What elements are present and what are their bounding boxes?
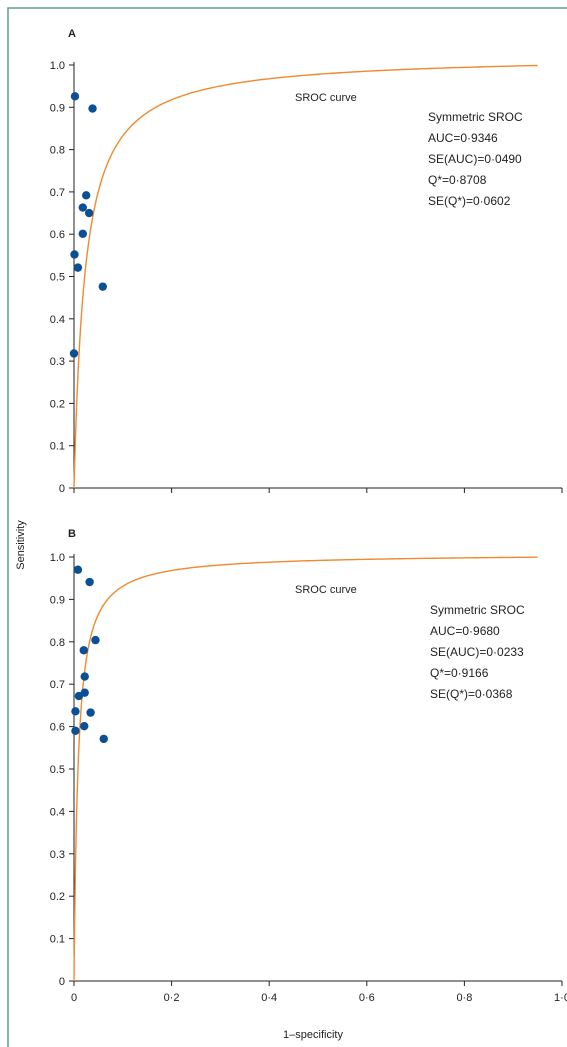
y-tick-label: 0.8	[50, 145, 65, 157]
y-tick-label: 0.2	[50, 891, 65, 903]
study-point	[80, 672, 89, 681]
study-point	[73, 263, 83, 272]
study-point	[74, 691, 84, 701]
y-tick-label: 0.9	[50, 594, 65, 606]
x-tick-label: 0·6	[359, 992, 375, 1004]
sroc-curve-label: SROC curve	[295, 584, 357, 596]
y-tick-label: 0.4	[50, 806, 65, 818]
study-point	[73, 565, 83, 574]
y-tick-label: 1.0	[50, 60, 65, 72]
x-tick-label: 1·0	[554, 992, 567, 1004]
study-point	[71, 726, 80, 736]
y-tick-label: 0	[59, 976, 65, 988]
study-point	[70, 92, 80, 101]
y-tick-label: 0.1	[50, 441, 65, 453]
stats-line: SE(Q*)=0·0368	[430, 687, 513, 701]
study-point	[82, 191, 91, 200]
panel-label: B	[68, 528, 76, 540]
study-point	[70, 250, 79, 259]
y-tick-label: 0.3	[50, 356, 65, 368]
stats-line: AUC=0·9680	[430, 624, 500, 638]
y-tick-label: 0.6	[50, 229, 65, 241]
y-tick-label: 0.6	[50, 722, 65, 734]
study-point	[85, 577, 94, 587]
y-tick-label: 0.2	[50, 398, 65, 410]
y-tick-label: 0.7	[50, 679, 65, 691]
study-point	[88, 104, 97, 113]
y-tick-label: 0.7	[50, 187, 65, 199]
y-axis-label: Sensitivity	[15, 520, 27, 570]
x-tick-label: 0·4	[261, 992, 277, 1004]
study-point	[98, 282, 107, 291]
study-point	[78, 229, 87, 238]
y-tick-label: 0.8	[50, 637, 65, 649]
study-point	[91, 635, 100, 645]
study-point	[71, 707, 80, 716]
y-tick-label: 1.0	[50, 552, 65, 564]
study-point	[80, 721, 89, 731]
stats-line: SE(AUC)=0·0490	[428, 152, 522, 166]
sroc-curve-label: SROC curve	[295, 92, 357, 104]
panel-label: A	[68, 28, 76, 40]
x-axis-label: 1–specificity	[283, 1029, 343, 1041]
x-tick-label: 0·8	[456, 992, 472, 1004]
study-point	[78, 203, 87, 212]
stats-line: SE(Q*)=0·0602	[428, 194, 511, 208]
x-tick-label: 0	[71, 992, 77, 1004]
y-tick-label: 0.3	[50, 849, 65, 861]
y-tick-label: 0.4	[50, 314, 65, 326]
x-tick-label: 0·2	[164, 992, 180, 1004]
study-point	[84, 208, 94, 218]
study-point	[86, 708, 95, 717]
study-point	[79, 646, 88, 655]
sroc-curve-line	[73, 64, 538, 488]
stats-line: Q*=0·8708	[428, 173, 487, 187]
figure-frame	[7, 7, 567, 1047]
panel-a: A 0 0.1 0.2 0.3 0.4 0.5 0.6 0.7 0.8 0.9 1.0 SROC cur…	[50, 28, 563, 495]
stats-line: SE(AUC)=0·0233	[430, 645, 524, 659]
y-tick-label: 0.5	[50, 764, 65, 776]
y-tick-label: 0.9	[50, 102, 65, 114]
study-point	[99, 734, 108, 744]
study-point	[69, 349, 79, 358]
stats-line: AUC=0·9346	[428, 131, 498, 145]
y-tick-label: 0.1	[50, 934, 65, 946]
y-tick-label: 0	[59, 483, 65, 495]
stats-line: Symmetric SROC	[428, 110, 523, 124]
panel-b: B 0 0.1 0.2 0.3 0.4 0.5 0.6 0.7 0.8 0.9 1.0 0 0·2 0·4 0…	[50, 528, 567, 1004]
y-tick-label: 0.5	[50, 272, 65, 284]
stats-line: Q*=0·9166	[430, 666, 489, 680]
stats-line: Symmetric SROC	[430, 603, 525, 617]
sroc-curve-line	[73, 556, 538, 981]
